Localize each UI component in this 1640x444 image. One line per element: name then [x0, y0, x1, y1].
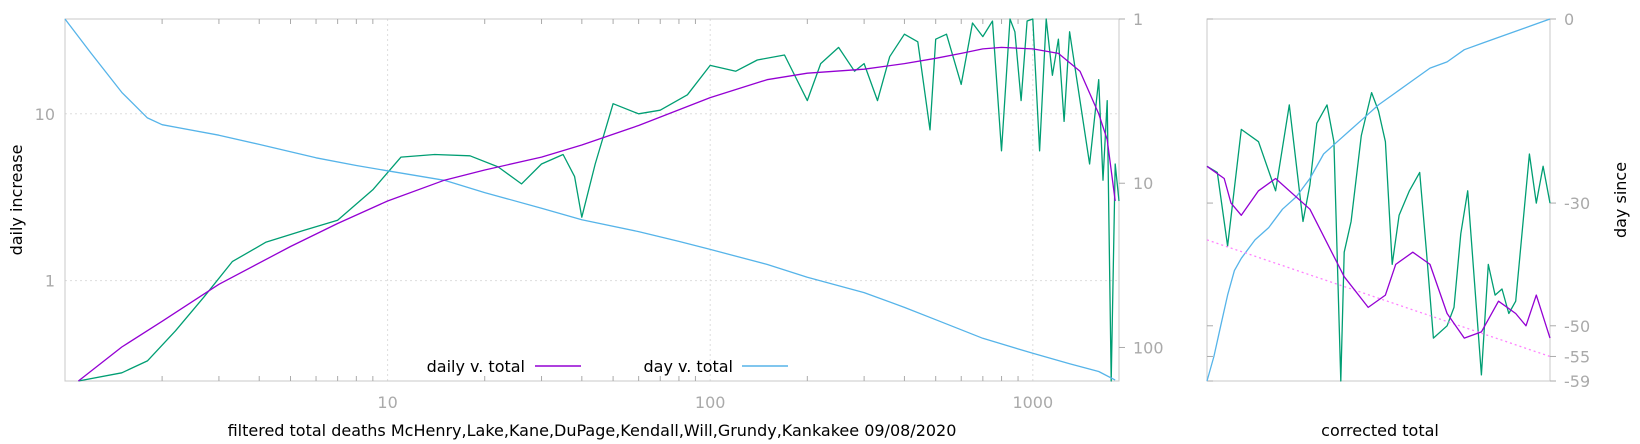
side-panel: 0 -30 -50 -55 -59 corrected total day since	[1206, 10, 1630, 440]
y-tick-label: 1	[45, 272, 55, 291]
side-y2-tick-label: -59	[1564, 372, 1590, 391]
side-y2-tick-label: -50	[1564, 317, 1590, 336]
main-xlabel: filtered total deaths McHenry,Lake,Kane,…	[228, 421, 957, 440]
x-tick-label: 10	[377, 393, 397, 412]
side-series-line-0	[1206, 165, 1551, 339]
x-tick-label: 1000	[1012, 393, 1053, 412]
main-plot-frame	[64, 18, 1120, 382]
x-tick-label: 100	[695, 393, 726, 412]
y2-tick-label: 10	[1133, 174, 1153, 193]
side-ticks: 0 -30 -50 -55 -59	[1207, 10, 1590, 391]
main-ticks: 10 100 1000 1 10 1 10 100	[35, 10, 1164, 412]
side-series-line-3	[1206, 18, 1551, 382]
main-series	[64, 18, 1120, 382]
side-series-line-2	[1206, 91, 1551, 382]
side-y2-tick-label: -30	[1564, 194, 1590, 213]
y2-tick-label: 100	[1133, 338, 1164, 357]
legend-label: day v. total	[644, 357, 734, 376]
series-line-0	[77, 46, 1116, 382]
y2-tick-label: 1	[1133, 10, 1143, 29]
side-y2-tick-label: 0	[1564, 10, 1574, 29]
side-plot-frame	[1206, 18, 1551, 382]
main-panel: 10 100 1000 1 10 1 10 100 filtered total deaths…	[7, 10, 1164, 440]
side-y2label: day since	[1611, 162, 1630, 238]
side-series-line-1	[1206, 239, 1551, 358]
main-legend: daily v. total day v. total	[427, 357, 788, 376]
series-line-1	[64, 18, 1116, 381]
legend-label: daily v. total	[427, 357, 525, 376]
side-xlabel: corrected total	[1321, 421, 1439, 440]
main-grid	[65, 19, 1119, 381]
side-series	[1206, 18, 1551, 382]
y-tick-label: 10	[35, 105, 55, 124]
series-line-2	[78, 18, 1120, 382]
side-y2-tick-label: -55	[1564, 347, 1590, 366]
main-ylabel: daily increase	[7, 145, 26, 256]
